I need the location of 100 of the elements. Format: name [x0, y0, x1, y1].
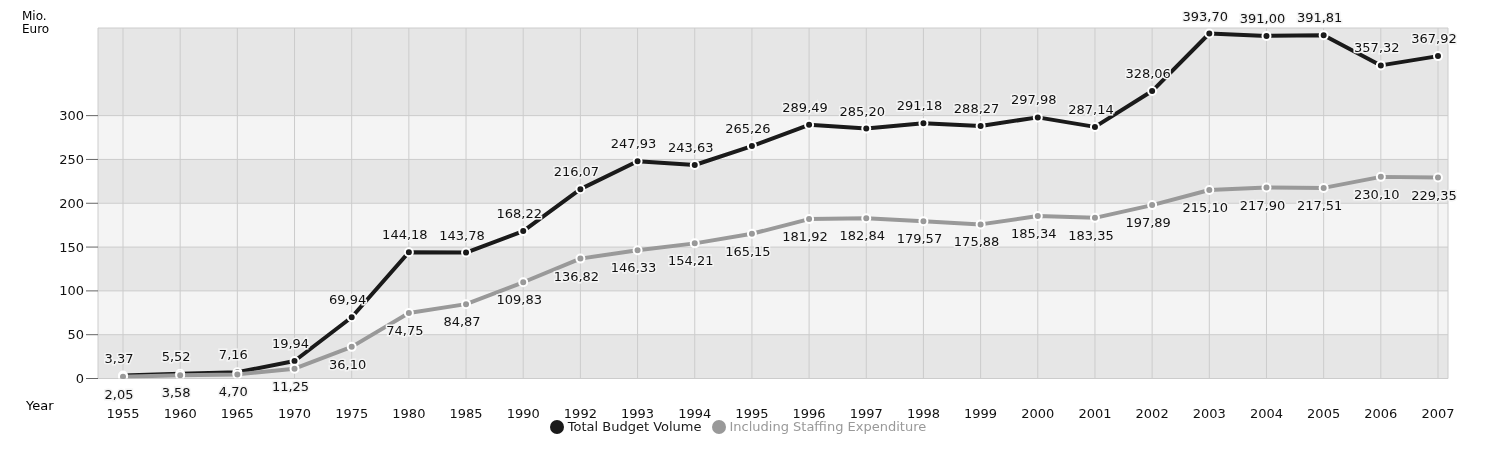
data-label: 3,37 [104, 350, 134, 366]
data-label: 215,10 [1182, 200, 1229, 216]
x-tick-label: 1960 [163, 405, 197, 421]
data-label: 143,78 [439, 227, 485, 243]
x-tick-label: 1996 [792, 405, 826, 421]
x-tick-label: 2003 [1192, 405, 1226, 421]
point [518, 277, 529, 288]
data-label: 183,35 [1068, 227, 1114, 243]
data-label: 291,18 [896, 98, 943, 114]
point [632, 245, 643, 256]
data-label: 84,87 [443, 314, 481, 330]
point [346, 341, 357, 352]
x-tick-label: 1955 [106, 405, 140, 421]
point [346, 312, 357, 323]
x-tick-label: 2002 [1135, 405, 1169, 421]
x-tick-label: 1997 [849, 405, 883, 421]
point [804, 119, 815, 130]
data-label: 182,84 [839, 228, 886, 244]
point [1261, 30, 1272, 41]
data-label: 216,07 [553, 164, 600, 180]
x-tick-label: 1992 [563, 405, 597, 421]
legend-label: Including Staffing Expenditure [729, 418, 927, 434]
point [1147, 200, 1158, 211]
point [689, 160, 700, 171]
point [403, 247, 414, 258]
data-label: 328,06 [1125, 66, 1171, 82]
data-label: 168,22 [496, 206, 542, 222]
data-label: 74,75 [386, 323, 424, 338]
data-label: 36,10 [329, 356, 367, 372]
point [918, 118, 929, 129]
data-label: 367,92 [1411, 31, 1457, 47]
point [861, 123, 872, 134]
point [1433, 172, 1443, 183]
data-label: 181,92 [782, 229, 828, 245]
point [1375, 171, 1386, 182]
data-label: 136,82 [553, 268, 600, 284]
x-tick-label: 1980 [392, 405, 426, 421]
point [632, 156, 643, 167]
point [975, 120, 986, 131]
data-label: 391,00 [1239, 10, 1286, 26]
point [861, 213, 872, 224]
y-tick-label: 50 [67, 327, 84, 343]
point [1318, 30, 1329, 41]
x-tick-label: 1993 [621, 405, 655, 421]
point [975, 219, 986, 230]
data-label: 19,94 [271, 336, 310, 352]
data-label: 230,10 [1354, 186, 1400, 202]
x-tick-label: 1994 [678, 405, 712, 421]
point [689, 238, 700, 249]
point [1089, 121, 1100, 132]
data-label: 2,05 [104, 386, 134, 402]
data-label: 165,15 [725, 243, 771, 259]
point [461, 247, 472, 258]
point [1032, 211, 1043, 222]
data-label: 288,27 [953, 100, 1000, 116]
data-label: 4,70 [218, 384, 248, 400]
data-label: 5,52 [161, 348, 191, 364]
point [1318, 182, 1329, 193]
point [1032, 112, 1043, 123]
point [1375, 60, 1386, 71]
data-label: 287,14 [1068, 101, 1114, 117]
x-tick-label: 2000 [1021, 405, 1055, 421]
y-tick-label: 0 [75, 371, 84, 387]
point [1204, 185, 1215, 196]
data-label: 393,70 [1182, 8, 1229, 24]
x-tick-label: 1995 [735, 405, 769, 421]
x-tick-label: 1985 [449, 405, 483, 421]
y-tick-label: 250 [59, 152, 84, 168]
data-label: 297,98 [1011, 92, 1057, 108]
data-label: 146,33 [610, 260, 657, 276]
point [1089, 212, 1100, 223]
y-tick-label: 200 [59, 195, 84, 211]
x-tick-label: 2001 [1078, 405, 1112, 421]
point [1433, 51, 1443, 62]
y-tick-label: 100 [59, 283, 84, 299]
x-tick-label: 2004 [1249, 405, 1284, 421]
data-label: 285,20 [839, 103, 886, 119]
point [804, 214, 815, 225]
data-label: 247,93 [610, 136, 657, 152]
data-label: 391,81 [1296, 10, 1343, 26]
point [918, 216, 929, 227]
data-label: 154,21 [667, 253, 714, 269]
y-tick-label: 150 [59, 239, 84, 255]
data-label: 109,83 [496, 292, 542, 308]
data-label: 175,88 [953, 234, 1000, 250]
point [1147, 86, 1158, 97]
x-tick-label: 2007 [1421, 405, 1455, 421]
data-label: 217,90 [1239, 197, 1286, 213]
point [403, 308, 414, 318]
x-tick-label: 1965 [220, 405, 254, 421]
data-label: 11,25 [271, 378, 310, 394]
data-label: 69,94 [329, 292, 367, 308]
data-label: 217,51 [1296, 197, 1343, 213]
data-label: 144,18 [382, 227, 428, 243]
point [461, 299, 472, 310]
x-tick-label: 1975 [335, 405, 369, 421]
data-label: 265,26 [725, 121, 771, 137]
point [575, 184, 586, 195]
data-label: 357,32 [1354, 40, 1400, 56]
x-axis-title: Year [26, 398, 54, 413]
